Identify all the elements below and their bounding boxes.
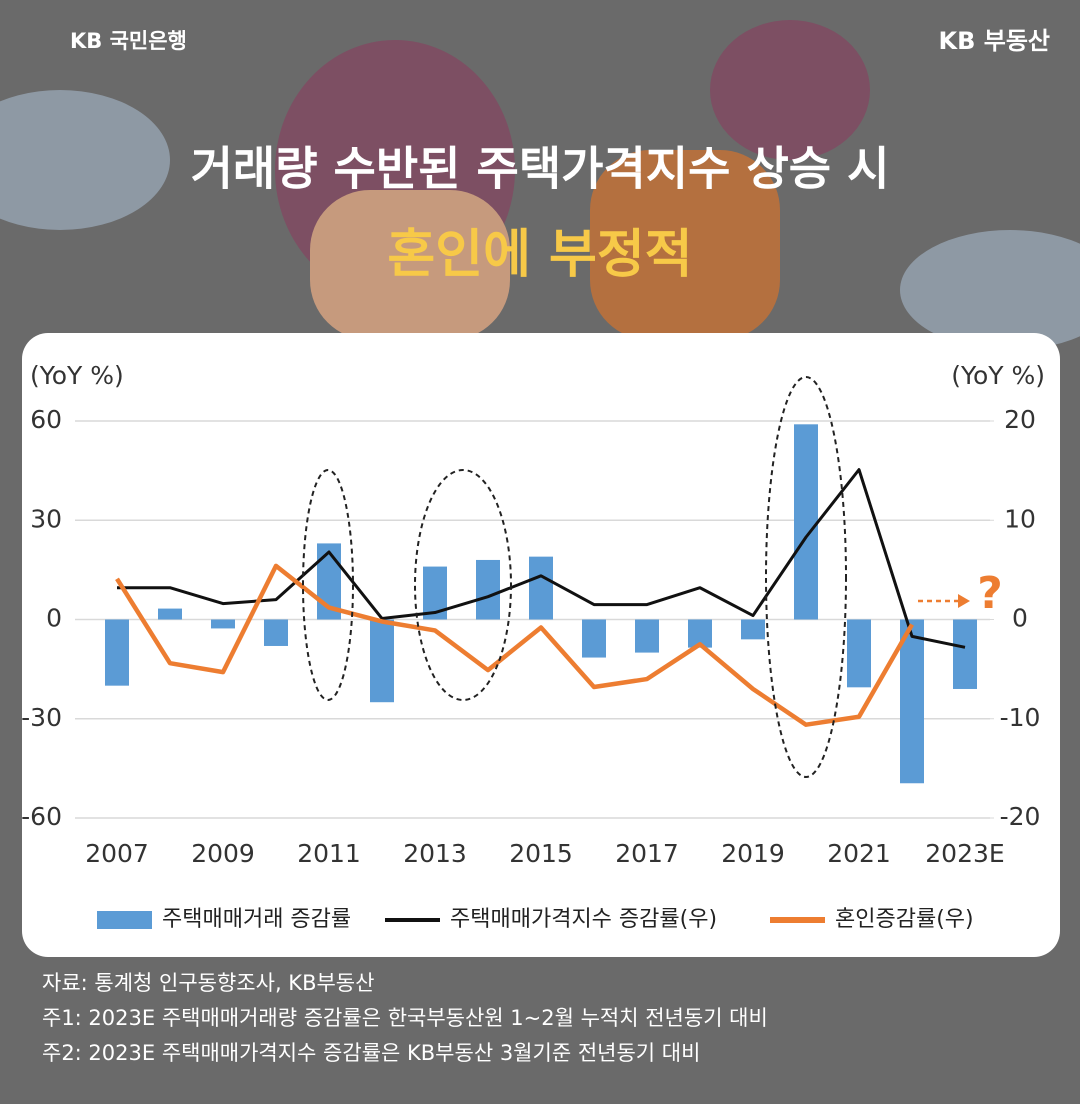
y-tick-label: 30 — [30, 504, 62, 533]
bar — [476, 559, 500, 620]
figure-body — [310, 190, 510, 340]
note: 주2: 2023E 주택매매가격지수 증감률은 KB부동산 3월기준 전년동기 … — [42, 1041, 700, 1065]
y-tick-label: -60 — [21, 802, 62, 831]
bar — [370, 619, 394, 703]
annotation-arrowhead — [958, 594, 970, 608]
bar — [582, 619, 606, 658]
bar — [847, 619, 871, 688]
x-tick-label: 2011 — [297, 839, 361, 868]
x-tick-label: 2019 — [721, 839, 785, 868]
highlight-ellipse — [765, 376, 847, 778]
y-tick-label: 60 — [30, 405, 62, 434]
x-tick-label: 2013 — [403, 839, 467, 868]
cloud — [0, 90, 170, 230]
line — [115, 563, 914, 727]
bar — [264, 619, 288, 646]
x-tick-label: 2021 — [827, 839, 891, 868]
y2-tick-label: -10 — [1000, 703, 1041, 732]
cloud — [900, 230, 1080, 350]
bar — [900, 619, 924, 784]
x-tick-label: 2017 — [615, 839, 679, 868]
x-tick-label: 2009 — [191, 839, 255, 868]
y2-tick-label: -20 — [1000, 802, 1041, 831]
y2-tick-label: 0 — [1012, 604, 1028, 633]
highlight-ellipse — [414, 469, 512, 701]
plot: -60 -30 0 30 60 -20 -10 0 10 20 2007 2009 2011 2013 20… — [21, 405, 1040, 868]
figure-body — [590, 150, 780, 340]
bank-logo: KB 국민은행 — [70, 29, 187, 53]
bar — [635, 619, 659, 653]
bar — [158, 608, 182, 620]
legend-swatch — [97, 911, 152, 929]
x-tick-label: 2007 — [85, 839, 149, 868]
note: 자료: 통계청 인구동향조사, KB부동산 — [42, 971, 374, 995]
legend-label: 주택매매거래 증감률 — [162, 907, 351, 932]
figure-hair — [710, 20, 870, 160]
bar — [211, 619, 235, 629]
title-highlight: 혼인에 부정적 — [387, 225, 692, 285]
x-tick-label: 2015 — [509, 839, 573, 868]
title: 거래량 수반된 주택가격지수 상승 시 — [191, 142, 890, 196]
bar — [953, 619, 977, 689]
highlight-ellipse — [302, 469, 354, 701]
y-tick-label: -30 — [21, 703, 62, 732]
legend-label: 혼인증감률(우) — [835, 907, 974, 932]
y-tick-label: 0 — [46, 604, 62, 633]
bar — [105, 619, 129, 686]
highlights — [302, 376, 847, 778]
bar — [741, 619, 765, 640]
y2-tick-label: 20 — [1004, 405, 1036, 434]
note: 주1: 2023E 주택매매거래량 증감률은 한국부동산원 1~2월 누적치 전… — [42, 1006, 768, 1030]
x-tick-label: 2023E — [925, 839, 1004, 868]
bar — [529, 556, 553, 620]
legend: 주택매매거래 증감률 주택매매가격지수 증감률(우) 혼인증감률(우) — [97, 907, 974, 932]
annotation: ? — [977, 568, 1003, 619]
bar — [794, 424, 818, 620]
y-axis-label: (YoY %) — [30, 361, 124, 390]
brand-logo: KB 부동산 — [939, 27, 1051, 55]
legend-label: 주택매매가격지수 증감률(우) — [450, 907, 717, 932]
y2-tick-label: 10 — [1004, 504, 1036, 533]
y2-axis-label: (YoY %) — [951, 361, 1045, 390]
